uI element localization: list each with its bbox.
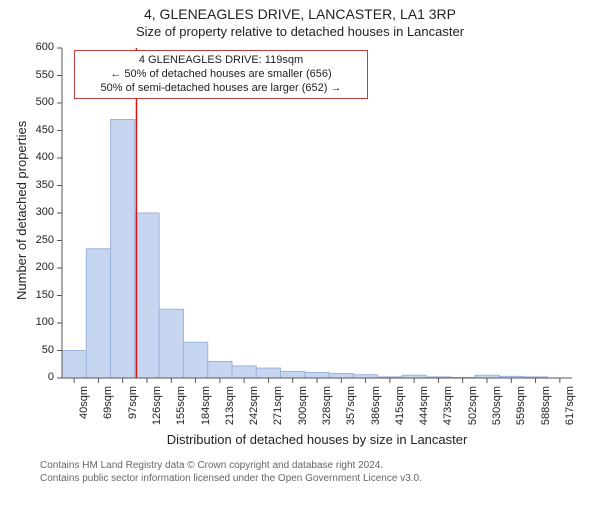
x-tick-label: 473sqm [442, 386, 454, 434]
x-tick-label: 588sqm [540, 386, 552, 434]
x-tick-label: 444sqm [418, 386, 430, 434]
x-tick-label: 530sqm [491, 386, 503, 434]
x-tick-label: 155sqm [175, 386, 187, 434]
y-tick-label: 50 [24, 344, 54, 356]
x-tick-label: 617sqm [564, 386, 576, 434]
x-tick-label: 242sqm [248, 386, 260, 434]
x-tick-label: 386sqm [370, 386, 382, 434]
annotation-box: 4 GLENEAGLES DRIVE: 119sqm ← 50% of deta… [74, 50, 368, 99]
x-tick-label: 300sqm [297, 386, 309, 434]
x-tick-label: 271sqm [272, 386, 284, 434]
x-tick-label: 357sqm [345, 386, 357, 434]
x-tick-label: 213sqm [224, 386, 236, 434]
x-tick-label: 184sqm [200, 386, 212, 434]
y-tick-label: 0 [24, 371, 54, 383]
annotation-line3: 50% of semi-detached houses are larger (… [81, 82, 361, 96]
footer-line2: Contains public sector information licen… [40, 473, 422, 486]
x-tick-label: 40sqm [78, 386, 90, 434]
y-tick-label: 600 [24, 41, 54, 53]
y-tick-label: 100 [24, 316, 54, 328]
y-tick-label: 150 [24, 289, 54, 301]
x-axis-label: Distribution of detached houses by size … [62, 432, 572, 447]
x-tick-label: 415sqm [394, 386, 406, 434]
y-tick-label: 250 [24, 234, 54, 246]
annotation-line1: 4 GLENEAGLES DRIVE: 119sqm [81, 54, 361, 68]
y-tick-label: 500 [24, 96, 54, 108]
y-tick-label: 450 [24, 124, 54, 136]
y-tick-label: 300 [24, 206, 54, 218]
x-tick-label: 126sqm [151, 386, 163, 434]
annotation-line2: ← 50% of detached houses are smaller (65… [81, 68, 361, 82]
x-tick-label: 97sqm [127, 386, 139, 434]
footer-line1: Contains HM Land Registry data © Crown c… [40, 460, 422, 473]
x-tick-label: 69sqm [102, 386, 114, 434]
y-tick-label: 400 [24, 151, 54, 163]
chart-figure: 4, GLENEAGLES DRIVE, LANCASTER, LA1 3RP … [0, 0, 600, 500]
x-tick-label: 328sqm [321, 386, 333, 434]
y-tick-label: 200 [24, 261, 54, 273]
footer-attribution: Contains HM Land Registry data © Crown c… [40, 460, 422, 485]
y-tick-label: 550 [24, 69, 54, 81]
x-tick-label: 502sqm [467, 386, 479, 434]
y-tick-label: 350 [24, 179, 54, 191]
x-tick-label: 559sqm [515, 386, 527, 434]
